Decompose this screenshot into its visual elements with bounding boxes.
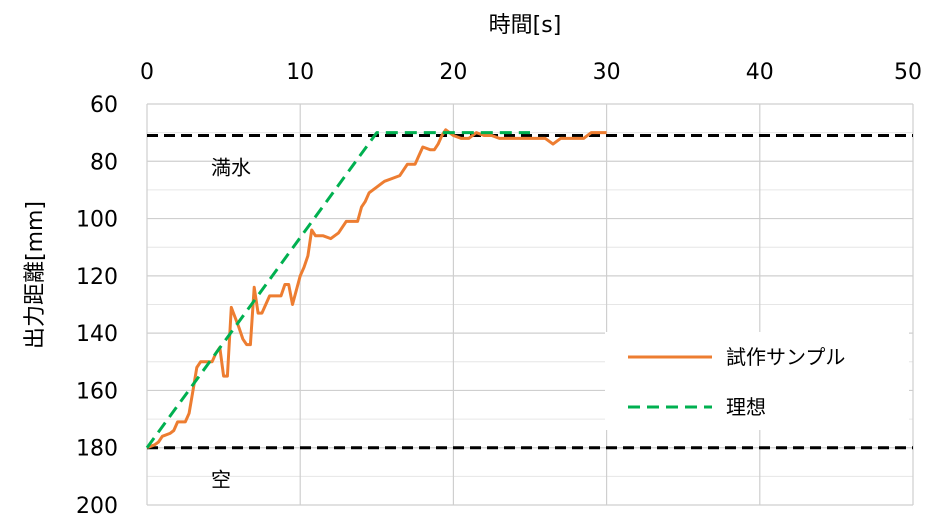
y-tick-labels: 60 80 100 120 140 160 180 200 (76, 93, 118, 518)
legend-label-ideal: 理想 (726, 395, 766, 419)
y-tick-label: 80 (90, 150, 118, 175)
grid-lines (146, 103, 914, 506)
series-line-ideal (145, 131, 530, 449)
x-tick-label: 50 (894, 60, 922, 85)
y-axis-title: 出力距離[mm] (23, 201, 48, 349)
y-tick-label: 140 (76, 322, 118, 347)
x-tick-label: 20 (439, 60, 467, 85)
series-line-prototype (146, 128, 607, 450)
y-tick-label: 100 (76, 208, 118, 233)
y-tick-label: 120 (76, 265, 118, 290)
x-tick-label: 40 (746, 60, 774, 85)
x-tick-label: 10 (286, 60, 314, 85)
x-tick-label: 0 (140, 60, 154, 85)
x-axis-title: 時間[s] (489, 13, 562, 38)
y-tick-label: 60 (90, 93, 118, 118)
series-lines (145, 128, 607, 450)
legend: 試作サンプル 理想 (605, 332, 909, 430)
y-tick-label: 180 (76, 437, 118, 462)
reference-line-label: 満水 (211, 156, 251, 180)
reference-line-label: 空 (211, 468, 231, 492)
legend-box (605, 332, 909, 430)
reference-lines: 満水空 (147, 134, 913, 492)
y-tick-label: 200 (76, 494, 118, 518)
y-tick-label: 160 (76, 379, 118, 404)
x-tick-labels: 0 10 20 30 40 50 (140, 60, 922, 85)
legend-label-prototype: 試作サンプル (726, 345, 845, 369)
x-tick-label: 30 (593, 60, 621, 85)
